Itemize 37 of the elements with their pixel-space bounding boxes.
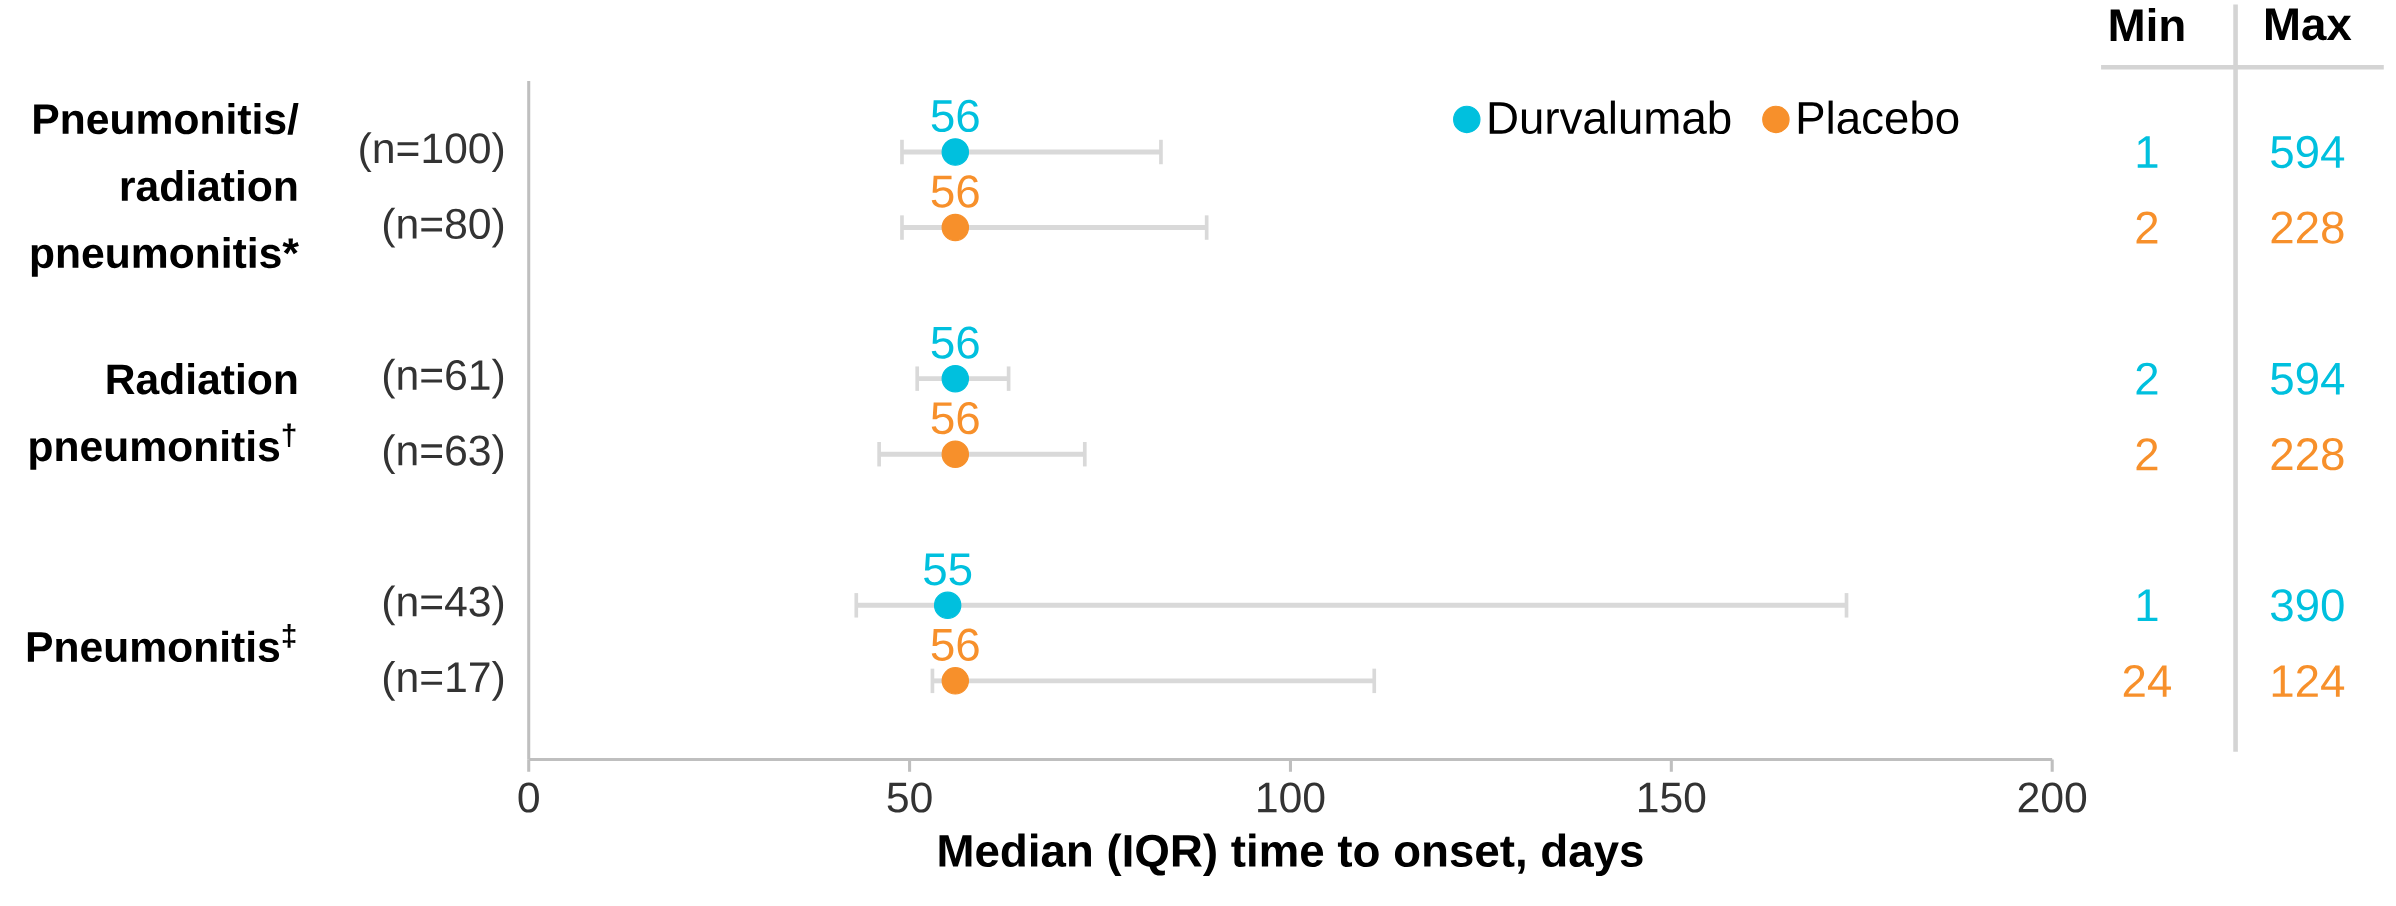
y-tick-label: (n=61) — [383, 358, 504, 399]
y-tick-label: (n=43) — [383, 585, 504, 626]
data-label: 56 — [931, 175, 979, 208]
text: 594 — [2271, 135, 2345, 169]
x-tick-label: 200 — [2018, 782, 2087, 813]
x-tick-label: 150 — [1639, 782, 1706, 813]
text: 228 — [2271, 437, 2344, 471]
text: 2 — [2136, 211, 2158, 244]
x-tick-label: 50 — [887, 782, 932, 813]
text: 228 — [2271, 211, 2344, 244]
text: Pneumonitis$^{‡}$ — [27, 624, 296, 663]
text: 390 — [2271, 589, 2344, 622]
text: 2 — [2136, 438, 2158, 471]
data-label: 55 — [924, 553, 972, 586]
data-label: 56 — [931, 326, 979, 359]
data-label: 56 — [931, 628, 979, 661]
text: 594 — [2271, 362, 2345, 395]
text: 2 — [2136, 362, 2158, 395]
x-axis-title: Median (IQR) time to onset, days — [939, 833, 1643, 876]
y-tick-label: (n=80) — [383, 207, 504, 248]
x-tick-label: 100 — [1258, 782, 1325, 813]
data-label: 56 — [931, 401, 979, 435]
y-tick-label: (n=17) — [383, 660, 504, 701]
text: Pneumonitis/ radiation pneumonitis* — [31, 102, 299, 277]
legend-label: Placebo — [1798, 100, 1959, 135]
y-tick-label: (n=63) — [383, 434, 504, 475]
text: Radiation pneumonitis$^{†}$ — [30, 363, 297, 470]
text: Max — [2266, 8, 2352, 41]
text: 1 — [2137, 589, 2158, 621]
x-tick-label: 0 — [518, 782, 539, 813]
data-label: 56 — [931, 99, 979, 133]
text: Min — [2110, 7, 2184, 41]
text: 24 — [2123, 664, 2171, 697]
text: 124 — [2272, 664, 2345, 697]
text: 1 — [2137, 136, 2158, 168]
legend-label: Durvalumab — [1489, 100, 1731, 135]
y-tick-label: (n=100) — [360, 132, 504, 172]
